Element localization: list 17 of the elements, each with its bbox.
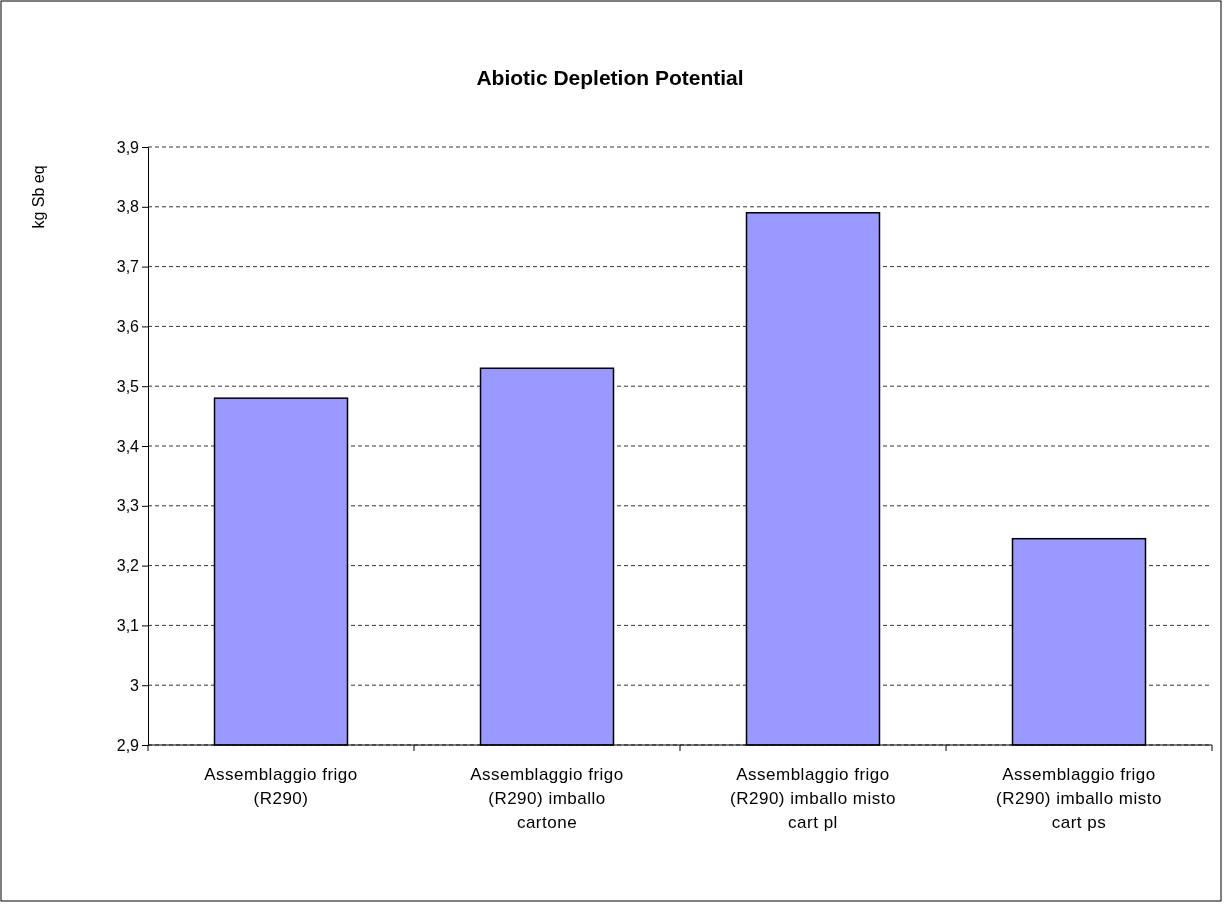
y-tick-label: 3,7: [116, 258, 140, 276]
y-tick-label: 3,2: [116, 557, 140, 575]
y-tick-label: 3,5: [116, 377, 140, 395]
x-tick-label: Assemblaggio frigo (R290) imballo misto cart ps: [996, 765, 1162, 832]
chart-title: Abiotic Depletion Potential: [476, 66, 744, 89]
y-tick-label: 3,6: [116, 318, 140, 336]
y-tick-label: 2,9: [116, 736, 140, 754]
y-tick-label: 3,1: [116, 617, 140, 635]
y-tick-label: 3,9: [116, 138, 140, 156]
y-tick-label: 3,4: [116, 437, 140, 455]
x-tick-label: Assemblaggio frigo (R290) imballo cartone: [470, 765, 624, 832]
y-tick-label: 3,3: [116, 497, 140, 515]
x-tick-label: Assemblaggio frigo (R290): [204, 765, 358, 808]
y-tick-label: 3: [130, 676, 140, 694]
y-tick-label: 3,8: [116, 198, 140, 216]
y-axis-title: kg Sb eq: [30, 165, 47, 229]
x-tick-label: Assemblaggio frigo (R290) imballo misto cart pl: [730, 765, 896, 832]
